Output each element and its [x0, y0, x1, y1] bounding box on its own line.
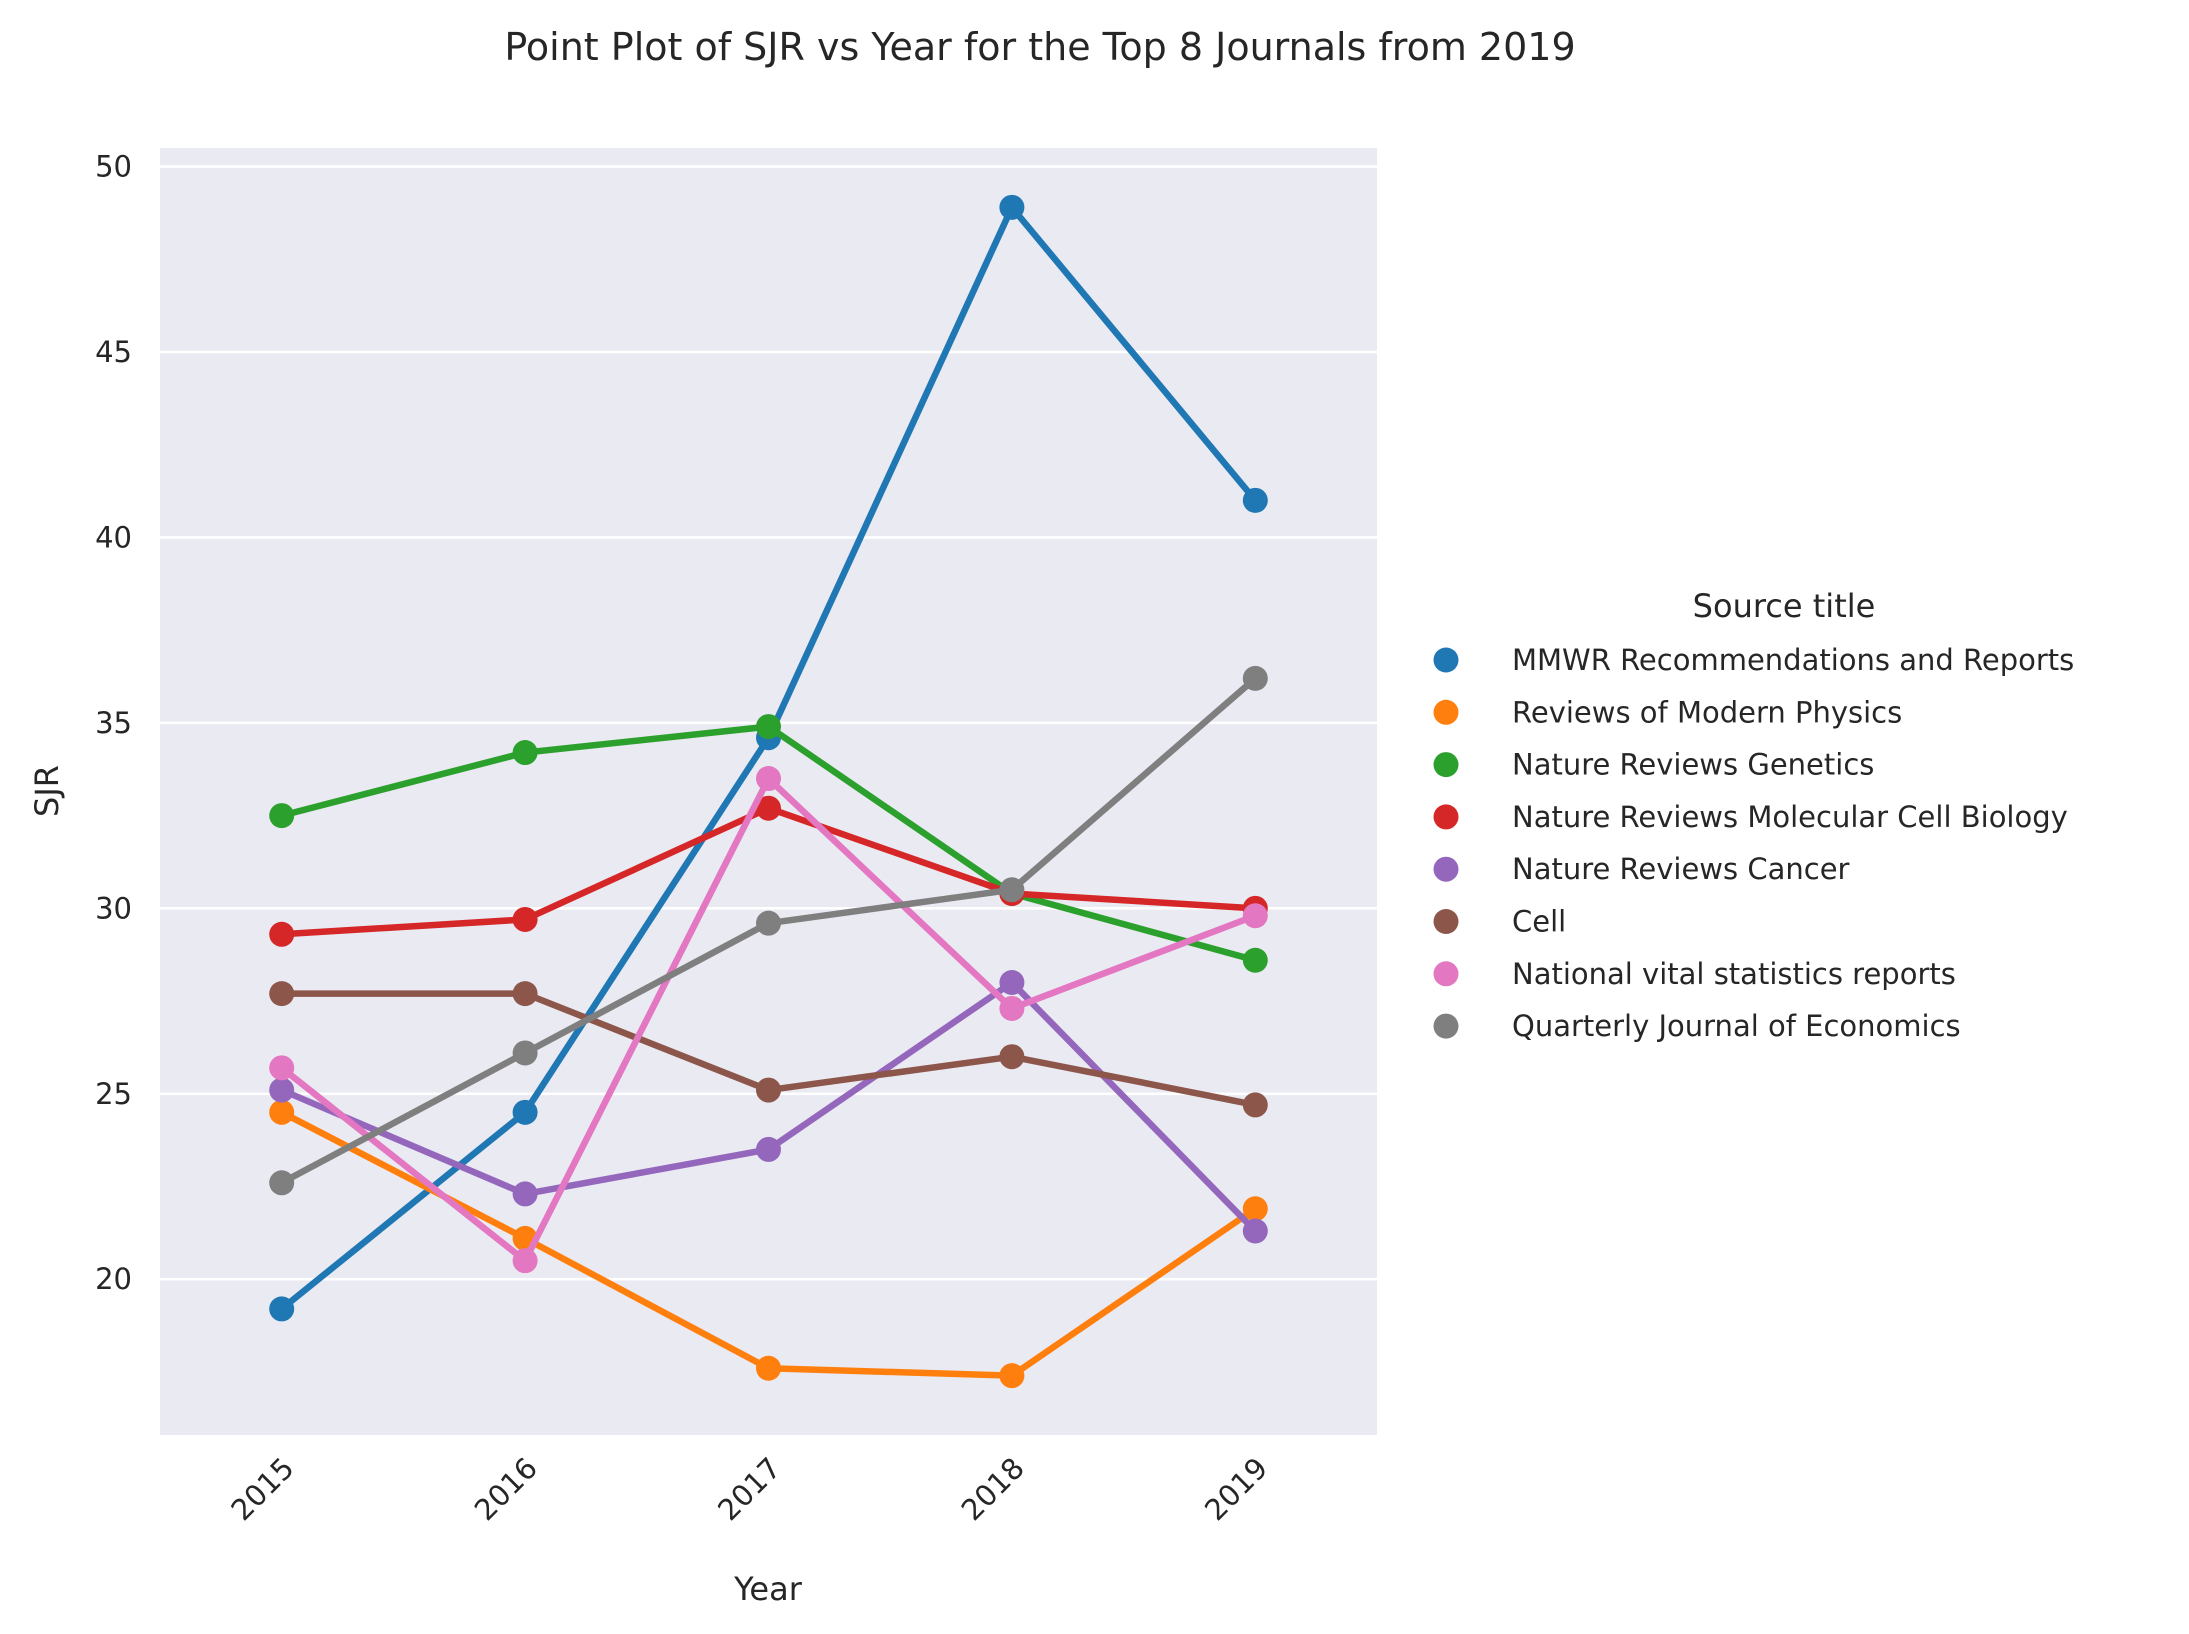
data-point: [1242, 665, 1268, 691]
legend-item: MMWR Recommendations and Reports: [1433, 643, 2074, 677]
data-point: [756, 910, 781, 936]
data-point: [512, 1099, 538, 1125]
legend-marker: [1433, 699, 1459, 725]
x-tick-label: 2019: [1198, 1451, 1274, 1527]
y-tick-label: 20: [95, 1262, 132, 1296]
y-tick-label: 30: [95, 891, 132, 925]
legend-item: Nature Reviews Cancer: [1433, 852, 1850, 886]
legend-marker: [1433, 856, 1459, 882]
x-axis-label: Year: [733, 1570, 803, 1608]
data-point: [512, 981, 538, 1007]
legend-label: MMWR Recommendations and Reports: [1512, 643, 2074, 677]
legend-label: Nature Reviews Genetics: [1512, 748, 1874, 782]
legend-item: Cell: [1433, 905, 1566, 939]
legend-item: Nature Reviews Genetics: [1433, 748, 1874, 782]
data-point: [999, 194, 1025, 220]
series-5: [269, 970, 1268, 1244]
legend-item: Reviews of Modern Physics: [1433, 695, 1902, 729]
legend-label: Reviews of Modern Physics: [1512, 695, 1902, 729]
data-point: [269, 921, 295, 947]
data-point: [999, 1044, 1025, 1070]
legend-marker: [1433, 647, 1459, 673]
data-point: [999, 1363, 1025, 1389]
y-tick-label: 45: [95, 335, 132, 369]
legend-marker: [1433, 1013, 1459, 1039]
legend-label: Nature Reviews Molecular Cell Biology: [1512, 800, 2068, 834]
data-point: [756, 1136, 781, 1162]
data-point: [269, 803, 295, 829]
data-point: [1242, 1196, 1268, 1222]
data-point: [269, 1170, 295, 1196]
data-point: [756, 766, 781, 792]
data-point: [756, 1355, 781, 1381]
x-axis-ticks: 2015 2016 2017 2018 2019: [224, 1451, 1274, 1527]
legend-marker: [1433, 909, 1459, 934]
legend-item: National vital statistics reports: [1433, 957, 1956, 991]
legend-label: National vital statistics reports: [1512, 957, 1956, 991]
plot-area: [160, 148, 1377, 1435]
series-layer: [269, 194, 1268, 1389]
y-tick-label: 50: [95, 150, 132, 184]
data-point: [512, 1181, 538, 1207]
data-point: [269, 1296, 295, 1322]
x-tick-label: 2018: [955, 1451, 1031, 1527]
series-7: [269, 766, 1268, 1274]
data-point: [269, 1099, 295, 1125]
grid-lines: [160, 165, 1377, 1281]
data-point: [269, 1077, 295, 1103]
legend-label: Cell: [1512, 905, 1566, 939]
data-point: [1242, 1218, 1268, 1244]
data-point: [269, 1055, 295, 1081]
x-tick-label: 2017: [711, 1451, 787, 1527]
legend-marker: [1433, 961, 1459, 987]
data-point: [512, 1040, 538, 1066]
series-8: [269, 665, 1268, 1196]
data-point: [512, 1248, 538, 1274]
data-point: [756, 714, 781, 740]
data-point: [1242, 903, 1268, 929]
y-axis-label: SJR: [28, 765, 66, 817]
data-point: [269, 981, 295, 1007]
data-point: [756, 795, 781, 821]
y-tick-label: 35: [95, 706, 132, 740]
legend: Source title MMWR Recommendations and Re…: [1433, 587, 2074, 1043]
x-tick-label: 2016: [468, 1451, 544, 1527]
series-6: [269, 981, 1268, 1118]
data-point: [999, 877, 1025, 903]
legend-label: Nature Reviews Cancer: [1512, 852, 1850, 886]
legend-marker: [1433, 804, 1459, 830]
legend-label: Quarterly Journal of Economics: [1512, 1009, 1961, 1043]
legend-items: MMWR Recommendations and Reports Reviews …: [1433, 643, 2074, 1043]
y-tick-label: 25: [95, 1077, 132, 1111]
data-point: [1242, 1092, 1268, 1118]
y-tick-label: 40: [95, 520, 132, 554]
data-point: [999, 970, 1025, 996]
data-point: [1242, 487, 1268, 513]
data-point: [512, 906, 538, 932]
legend-marker: [1433, 752, 1459, 778]
legend-item: Quarterly Journal of Economics: [1433, 1009, 1961, 1043]
data-point: [512, 740, 538, 766]
data-point: [1242, 947, 1268, 973]
legend-item: Nature Reviews Molecular Cell Biology: [1433, 800, 2068, 834]
x-tick-label: 2015: [224, 1451, 300, 1527]
chart-title: Point Plot of SJR vs Year for the Top 8 …: [504, 25, 1575, 69]
y-axis-ticks: 20 25 30 35 40 45 50: [95, 150, 132, 1297]
legend-title: Source title: [1693, 587, 1876, 625]
data-point: [999, 995, 1025, 1021]
data-point: [756, 1077, 781, 1103]
